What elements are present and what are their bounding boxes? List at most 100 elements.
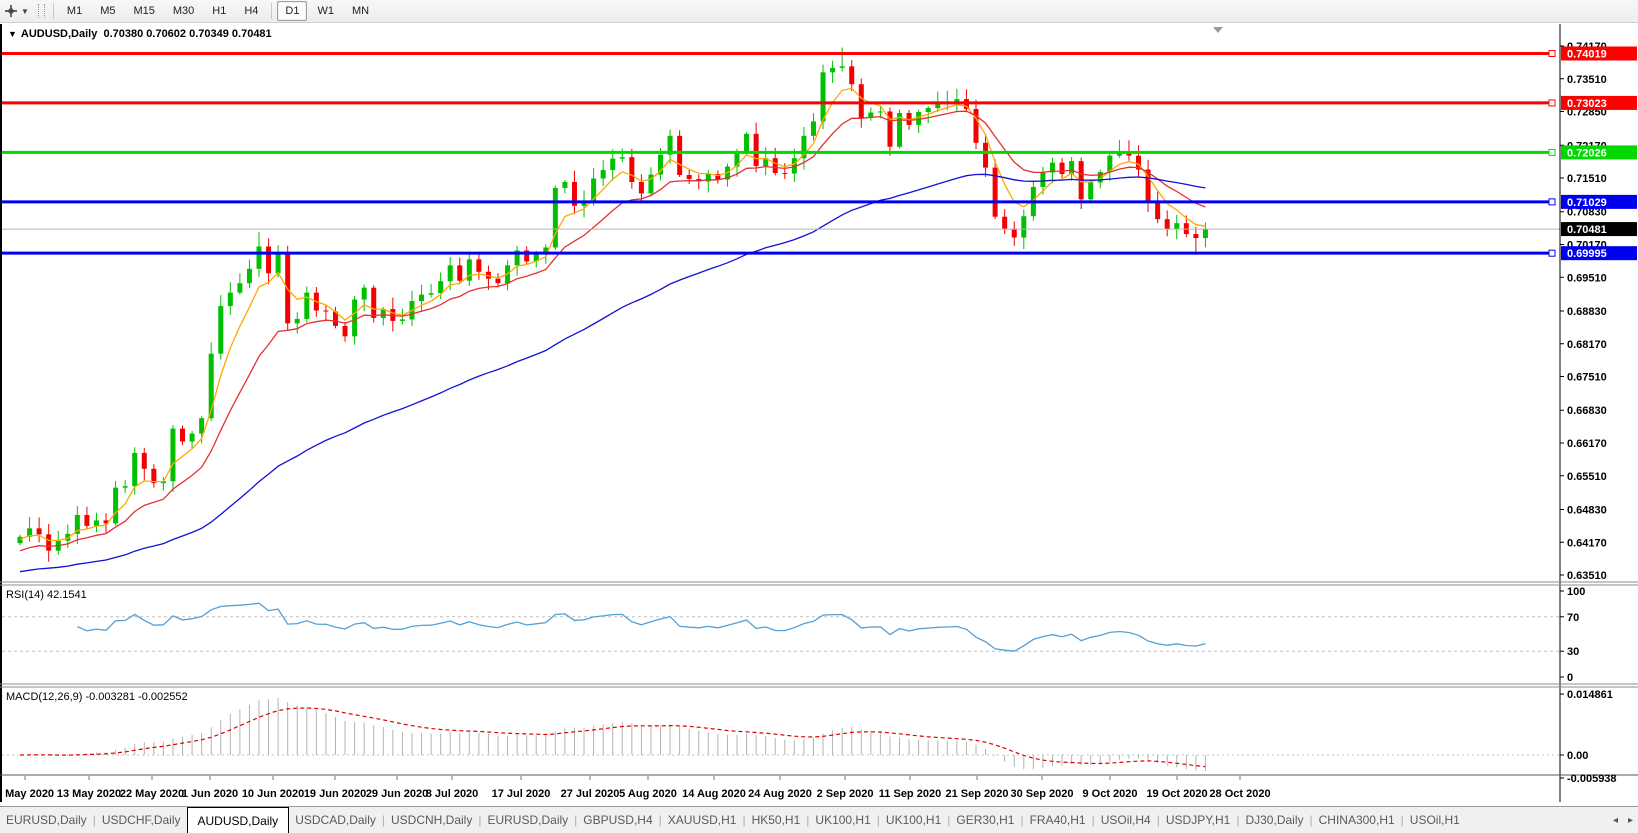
timeframe-button-m15[interactable]: M15 — [133, 5, 155, 17]
chart-tab[interactable]: GER30,H1 — [956, 813, 1015, 827]
price-axis-label: 0.67510 — [1567, 372, 1607, 384]
chart-tab[interactable]: EURUSD,Daily — [487, 813, 569, 827]
date-axis-label: 28 Oct 2020 — [1209, 788, 1270, 800]
timeframe-button-m30[interactable]: M30 — [172, 5, 195, 17]
candle-body — [113, 487, 119, 524]
timeframe-button-d1[interactable]: D1 — [277, 1, 308, 21]
chart-tab[interactable]: USOil,H4 — [1100, 813, 1151, 827]
rsi-axis-label: 0 — [1567, 672, 1573, 684]
timeframe-button-h1[interactable]: H1 — [212, 5, 227, 17]
candle-body — [93, 520, 99, 526]
candle-body — [180, 428, 186, 442]
candle-body — [160, 481, 166, 484]
tab-separator: | — [1020, 813, 1024, 827]
price-axis-label: 0.64170 — [1567, 537, 1607, 549]
price-axis-label: 0.66830 — [1567, 405, 1607, 417]
candle-body — [877, 111, 883, 113]
candle-body — [151, 468, 157, 484]
timeframe-button-m5[interactable]: M5 — [100, 5, 116, 17]
date-axis-label: 4 May 2020 — [0, 788, 54, 800]
chart-shift-marker — [1213, 27, 1223, 33]
timeframe-button-m1[interactable]: M1 — [66, 5, 83, 17]
macd-indicator-label: MACD(12,26,9) -0.003281 -0.002552 — [6, 691, 188, 703]
candle-body — [705, 174, 711, 182]
scroll-right-arrow[interactable]: ▸ — [1627, 814, 1633, 826]
candle-body — [782, 173, 788, 175]
tab-separator: | — [1400, 813, 1404, 827]
candle-body — [256, 246, 262, 269]
candle-body — [925, 108, 931, 113]
crosshair-icon[interactable] — [4, 4, 18, 18]
price-badge-label: 0.72026 — [1567, 147, 1607, 159]
chart-tab[interactable]: USOil,H1 — [1409, 813, 1460, 827]
chart-tab[interactable]: USDCNH,Daily — [391, 813, 473, 827]
toolbar-separator — [52, 3, 54, 19]
candle-body — [1040, 172, 1046, 187]
candle-body — [897, 112, 903, 147]
candle-body — [323, 310, 329, 312]
date-axis-label: 21 Sep 2020 — [946, 788, 1009, 800]
candle-body — [218, 306, 224, 354]
candle-body — [849, 66, 855, 85]
macd-axis-label: 0.014861 — [1567, 689, 1613, 701]
candle-body — [543, 247, 549, 255]
date-axis-label: 17 Jul 2020 — [492, 788, 551, 800]
candle-body — [1002, 216, 1008, 229]
rsi-axis-label: 30 — [1567, 646, 1579, 658]
chart-tab[interactable]: DJ30,Daily — [1245, 813, 1304, 827]
candle-body — [514, 250, 520, 266]
chart-tab[interactable]: XAUUSD,H1 — [667, 813, 737, 827]
chart-tab[interactable]: UK100,H1 — [815, 813, 871, 827]
candle-body — [1164, 219, 1170, 230]
candle-body — [103, 520, 109, 524]
candle-body — [648, 174, 654, 194]
candle-body — [763, 158, 769, 167]
chart-tab[interactable]: UK100,H1 — [885, 813, 942, 827]
candle-body — [141, 452, 147, 469]
candle-body — [170, 428, 176, 482]
candle-body — [1145, 169, 1151, 201]
chart-tab[interactable]: AUDUSD,Daily — [186, 807, 290, 833]
date-axis-label: 27 Jul 2020 — [561, 788, 620, 800]
candle-body — [27, 528, 33, 537]
candle-body — [667, 135, 673, 155]
candle-body — [428, 293, 434, 295]
candle-body — [438, 281, 444, 294]
toolbar-grip[interactable] — [37, 4, 45, 18]
line-end-marker — [1548, 148, 1556, 156]
ma-slow-line — [19, 173, 1206, 573]
candle-body — [1088, 182, 1094, 200]
tool-dropdown-caret[interactable]: ▼ — [21, 6, 29, 16]
price-axis-label: 0.68830 — [1567, 306, 1607, 318]
timeframe-button-mn[interactable]: MN — [351, 5, 370, 17]
scroll-left-arrow[interactable]: ◂ — [1612, 814, 1618, 826]
tab-separator: | — [947, 813, 951, 827]
chart-tab[interactable]: EURUSD,Daily — [6, 813, 87, 827]
chart-tab[interactable]: USDCHF,Daily — [101, 813, 181, 827]
chart-tab[interactable]: GBPUSD,H4 — [583, 813, 653, 827]
price-axis-label: 0.70830 — [1567, 207, 1607, 219]
chart-tab-bar: EURUSD,Daily | USDCHF,Daily AUDUSD,Daily USD… — [0, 806, 1638, 833]
date-axis-label: 2 Sep 2020 — [817, 788, 874, 800]
candle-body — [533, 254, 539, 262]
timeframe-button-h4[interactable]: H4 — [244, 5, 259, 17]
price-axis-label: 0.64830 — [1567, 504, 1607, 516]
chart-tab[interactable]: CHINA300,H1 — [1318, 813, 1395, 827]
macd-axis-label: 0.00 — [1567, 750, 1588, 762]
price-badge — [1561, 194, 1637, 209]
date-axis-label: 19 Oct 2020 — [1146, 788, 1207, 800]
symbol-caret-icon[interactable]: ▼ — [8, 29, 17, 39]
timeframe-button-w1[interactable]: W1 — [317, 5, 334, 17]
candle-body — [294, 318, 300, 324]
chart-tab[interactable]: USDJPY,H1 — [1165, 813, 1231, 827]
chart-tab[interactable]: FRA40,H1 — [1029, 813, 1086, 827]
candle-body — [352, 299, 358, 337]
chart-tab[interactable]: USDCAD,Daily — [295, 813, 376, 827]
candle-body — [600, 170, 606, 179]
chart-title: ▼ AUDUSD,Daily 0.70380 0.70602 0.70349 0.… — [8, 28, 272, 40]
chart-tab[interactable]: HK50,H1 — [751, 813, 801, 827]
chart-symbol: AUDUSD,Daily — [20, 28, 98, 40]
candle-body — [227, 292, 233, 307]
date-axis-label: 14 Aug 2020 — [682, 788, 746, 800]
